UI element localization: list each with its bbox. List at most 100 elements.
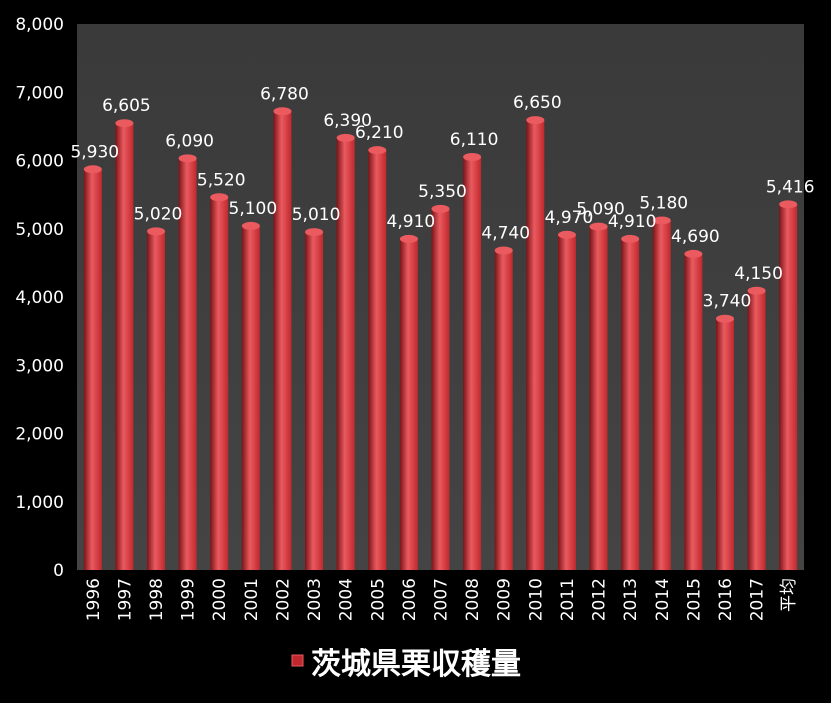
x-tick-label: 1996: [84, 578, 104, 621]
data-label: 6,390: [323, 111, 372, 131]
x-tick-label: 1998: [147, 578, 167, 621]
bar-cap: [463, 152, 482, 161]
bar-cap: [147, 227, 166, 236]
bar-cap: [494, 246, 513, 255]
bar: [241, 225, 260, 571]
data-label: 6,090: [165, 131, 214, 151]
bar-cap: [210, 193, 229, 202]
y-tick-label: 5,000: [15, 220, 64, 240]
data-label: 6,650: [513, 93, 562, 113]
data-label: 5,020: [134, 204, 183, 224]
x-tick-label: 1997: [115, 578, 135, 621]
bar: [336, 137, 355, 570]
bar-cap: [779, 200, 798, 209]
x-tick-label: 2015: [684, 578, 704, 621]
y-tick-label: 7,000: [15, 83, 64, 103]
bar-cap: [336, 133, 355, 142]
data-label: 5,416: [766, 177, 815, 197]
data-label: 4,910: [387, 212, 436, 232]
data-label: 4,150: [734, 264, 783, 284]
bar-cap: [431, 204, 450, 213]
legend-marker: [291, 654, 304, 667]
bar: [652, 220, 671, 570]
x-tick-label: 2006: [400, 578, 420, 621]
data-label: 4,910: [608, 212, 657, 232]
bar-cap: [83, 165, 102, 174]
bar: [526, 120, 545, 570]
x-tick-label: 2012: [590, 578, 610, 621]
bar-cap: [178, 154, 197, 163]
legend: 茨城県栗収穫量: [291, 647, 521, 682]
bar: [368, 150, 387, 571]
x-tick-label: 2014: [653, 578, 673, 621]
data-label: 4,690: [671, 227, 720, 247]
y-tick-label: 3,000: [15, 356, 64, 376]
x-tick-label: 2016: [716, 578, 736, 621]
bar-series: [83, 107, 798, 571]
x-tick-label: 2002: [273, 578, 293, 621]
x-tick-label: 2005: [368, 578, 388, 621]
bar: [463, 156, 482, 570]
data-label: 6,210: [355, 123, 404, 143]
data-label: 5,180: [639, 193, 688, 213]
x-tick-label: 2010: [526, 578, 546, 621]
bar-cap: [526, 116, 545, 125]
bar-cap: [241, 221, 260, 230]
bar: [147, 231, 166, 570]
bar-cap: [684, 249, 703, 258]
data-label: 4,740: [481, 223, 530, 243]
x-tick-label: 2017: [748, 578, 768, 621]
bar: [115, 123, 134, 571]
x-tick-label: 2000: [210, 578, 230, 621]
x-tick-label: 2013: [621, 578, 641, 621]
bar-cap: [557, 230, 576, 239]
bar-cap: [621, 234, 640, 243]
x-tick-label: 1999: [179, 578, 199, 621]
x-tick-label: 2011: [558, 578, 578, 621]
bar: [431, 208, 450, 571]
bar: [747, 290, 766, 570]
y-tick-label: 1,000: [15, 493, 64, 513]
y-tick-label: 8,000: [15, 15, 64, 35]
data-label: 5,090: [576, 200, 625, 220]
bar: [83, 169, 102, 570]
data-label: 3,740: [703, 292, 752, 312]
bar: [779, 204, 798, 570]
data-label: 5,350: [418, 182, 467, 202]
x-tick-label: 2007: [432, 578, 452, 621]
data-label: 4,970: [545, 208, 594, 228]
bar: [589, 226, 608, 571]
bar: [684, 253, 703, 570]
bar: [305, 232, 324, 570]
bar-cap: [368, 146, 387, 155]
bar: [210, 197, 229, 570]
y-tick-label: 6,000: [15, 152, 64, 172]
data-label: 5,100: [229, 199, 278, 219]
y-tick-label: 0: [53, 561, 64, 581]
bar-cap: [747, 286, 766, 295]
bar: [715, 318, 734, 570]
x-tick-label: 2004: [337, 578, 357, 621]
bar: [178, 158, 197, 571]
y-tick-label: 4,000: [15, 288, 64, 308]
bar-cap: [115, 119, 134, 128]
data-label: 5,930: [70, 142, 119, 162]
x-tick-label: 2003: [305, 578, 325, 621]
bar: [621, 238, 640, 570]
data-label: 6,110: [450, 130, 499, 150]
x-tick-label: 平均: [779, 578, 799, 612]
x-axis: 1996 1997 1998 1999 2000 2001 2002 2003 2004 2005…: [84, 578, 799, 621]
x-tick-label: 2008: [463, 578, 483, 621]
y-axis: 0 1,000 2,000 3,000 4,000 5,000 6,000 7,000 8,00…: [15, 15, 64, 581]
bar-cap: [273, 107, 292, 116]
bar: [399, 238, 418, 570]
bar: [494, 250, 513, 570]
bar-cap: [399, 234, 418, 243]
bar-cap: [715, 314, 734, 323]
bar: [557, 234, 576, 571]
x-tick-label: 2009: [495, 578, 515, 621]
bar-cap: [589, 222, 608, 231]
legend-label: 茨城県栗収穫量: [311, 647, 521, 682]
